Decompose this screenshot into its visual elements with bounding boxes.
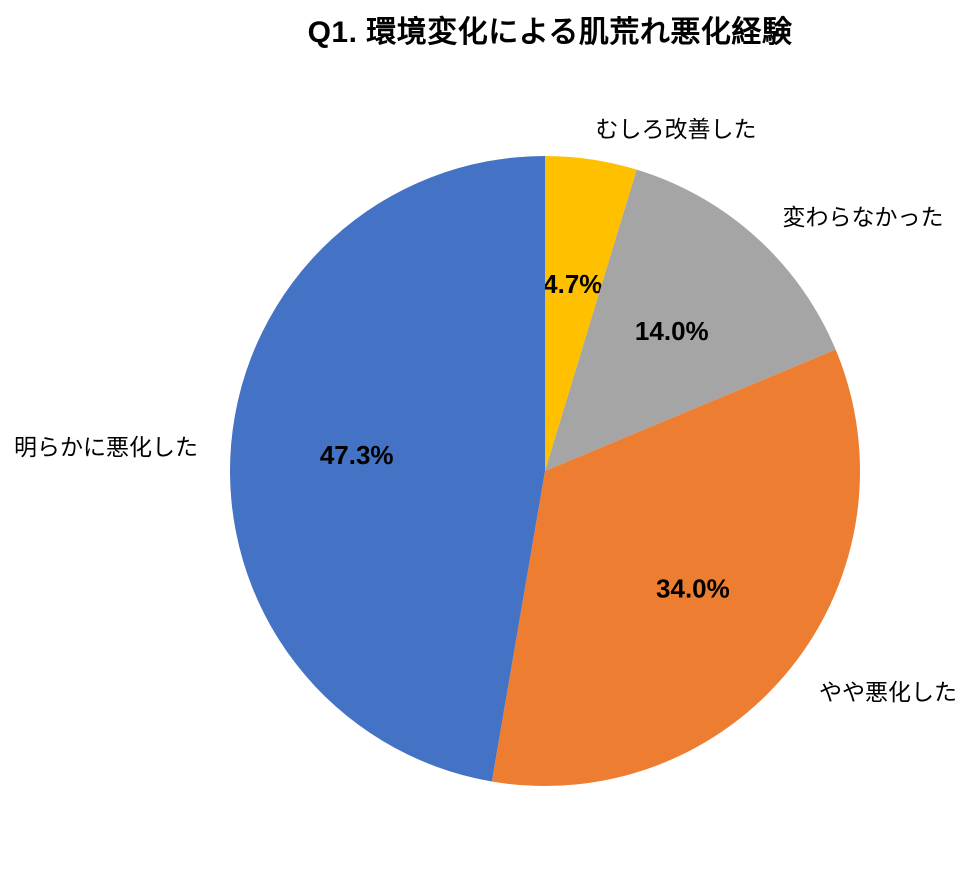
value-label-2: 34.0% bbox=[656, 574, 730, 604]
pie-slice-0 bbox=[545, 156, 637, 471]
pie-slice-3 bbox=[229, 155, 545, 782]
pie-slice-1 bbox=[545, 169, 836, 471]
value-label-0: 4.7% bbox=[543, 269, 602, 299]
category-label-somewhat-worsened: やや悪化した bbox=[819, 679, 957, 705]
category-label-unchanged: 変わらなかった bbox=[782, 204, 944, 230]
category-label-improved: むしろ改善した bbox=[595, 116, 757, 142]
value-label-3: 47.3% bbox=[320, 440, 394, 470]
chart-title: Q1. 環境変化による肌荒れ悪化経験 bbox=[307, 16, 793, 49]
pie-slice-2 bbox=[491, 349, 860, 787]
value-label-1: 14.0% bbox=[635, 316, 709, 346]
category-label-clearly-worsened: 明らかに悪化した bbox=[14, 434, 198, 460]
